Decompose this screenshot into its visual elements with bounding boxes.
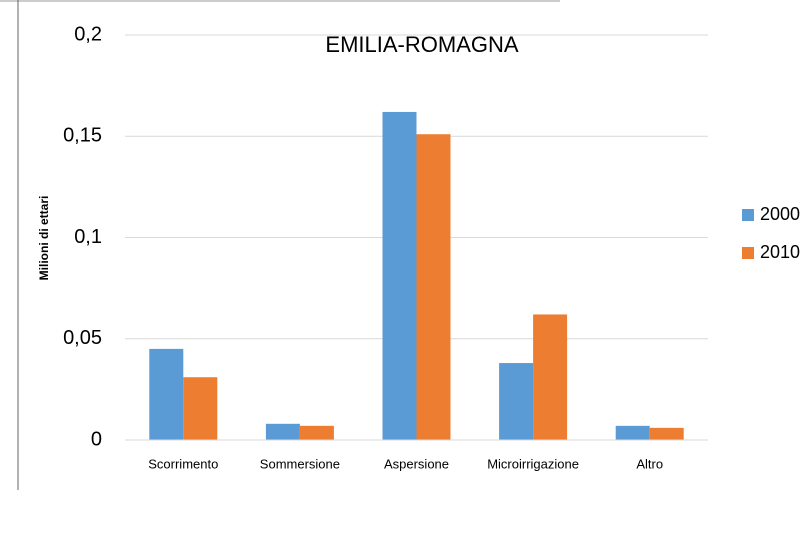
legend-label: 2010	[760, 242, 800, 262]
x-tick-label: Scorrimento	[148, 456, 218, 471]
y-tick-label: 0,05	[63, 327, 102, 349]
y-axis-label: Milioni di ettari	[37, 196, 51, 281]
chart-title: EMILIA-ROMAGNA	[325, 32, 518, 57]
bar	[499, 363, 534, 440]
y-tick-label: 0,2	[74, 23, 102, 45]
bar	[183, 377, 218, 440]
bar	[149, 348, 184, 440]
x-tick-label: Aspersione	[384, 456, 449, 471]
legend-swatch	[742, 247, 754, 259]
y-tick-label: 0,1	[74, 226, 102, 248]
x-tick-label: Altro	[636, 456, 663, 471]
bar	[382, 111, 417, 440]
bar	[416, 134, 451, 440]
bar	[649, 427, 684, 440]
x-tick-label: Microirrigazione	[487, 456, 579, 471]
bar	[615, 425, 650, 440]
y-tick-label: 0,15	[63, 125, 102, 147]
x-tick-label: Sommersione	[260, 456, 340, 471]
bar	[265, 423, 300, 440]
legend-swatch	[742, 209, 754, 221]
legend-label: 2000	[760, 204, 800, 224]
bar	[299, 425, 334, 440]
y-tick-label: 0	[91, 428, 102, 450]
bar	[533, 314, 568, 440]
